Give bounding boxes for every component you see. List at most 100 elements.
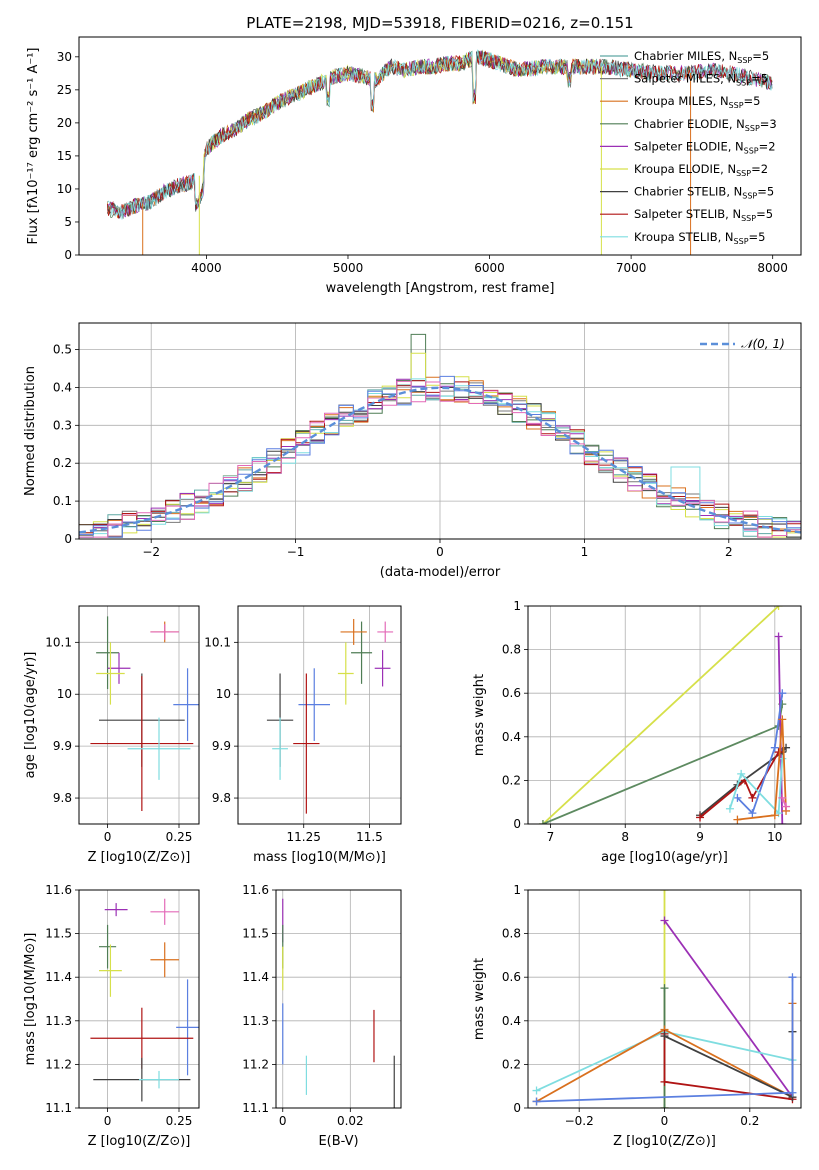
errorbar-point — [150, 624, 179, 640]
errorbar-point — [96, 616, 119, 690]
y-axis-label: mass weight — [472, 958, 487, 1040]
x-axis-label: Z [log10(Z/Z⊙)] — [88, 850, 191, 865]
x-tick-label: 7000 — [616, 261, 647, 275]
histogram-step — [79, 380, 801, 538]
y-tick-label: 0.8 — [502, 643, 521, 657]
axes-frame — [78, 322, 802, 540]
axes-frame — [527, 889, 802, 1109]
weight-marker — [778, 820, 787, 824]
errorbar-point — [150, 942, 179, 978]
legend-label: Kroupa STELIB, NSSP=5 — [634, 230, 765, 246]
y-axis-label: mass [log10(M/M⊙)] — [23, 933, 38, 1066]
x-tick-label: 0 — [661, 1114, 669, 1128]
errorbar-point — [293, 673, 320, 814]
y-tick-label: 10.1 — [45, 635, 72, 649]
y-tick-label: 10 — [216, 687, 231, 701]
y-tick-label: 11.3 — [45, 1014, 72, 1028]
errorbar-point — [139, 1070, 179, 1089]
errorbar-point — [173, 668, 199, 741]
errorbar-point — [340, 618, 367, 645]
x-tick-label: 4000 — [191, 261, 222, 275]
plot-area — [90, 898, 199, 1102]
legend-label: Kroupa MILES, NSSP=5 — [634, 94, 760, 110]
x-axis-label: Z [log10(Z/Z⊙)] — [88, 1134, 191, 1149]
weight-marker — [733, 793, 742, 802]
weight-marker — [660, 890, 669, 894]
x-tick-label: 7 — [547, 830, 555, 844]
y-tick-label: 11.2 — [45, 1057, 72, 1071]
x-tick-label: 11.25 — [287, 830, 321, 844]
weight-marker — [770, 811, 779, 820]
weight-line — [542, 606, 780, 824]
errorbar-point — [272, 717, 288, 780]
axes-frame — [275, 889, 402, 1109]
weight-marker — [532, 1097, 541, 1106]
y-tick-label: 0.4 — [53, 380, 72, 394]
weight-marker — [696, 813, 705, 822]
y-tick-label: 9.9 — [53, 739, 72, 753]
errorbar-point — [127, 717, 191, 780]
y-tick-label: 9.9 — [212, 739, 231, 753]
errorbar-point — [150, 898, 179, 925]
x-tick-label: 0.2 — [740, 1114, 759, 1128]
y-axis-label: Normed distribution — [23, 366, 38, 496]
y-tick-label: 0.3 — [53, 418, 72, 432]
x-tick-label: −2 — [142, 545, 160, 559]
panel-massweight-vs-age: 7 8 9 10 0 0.2 0.4 0.6 0.8 1 age [log10(age/yr)] ma… — [472, 599, 802, 865]
errorbar-point — [176, 979, 199, 1076]
legend-label: Kroupa ELODIE, NSSP=2 — [634, 162, 768, 178]
panel-age-vs-Z: 0 0.25 9.8 9.9 10 10.1 Z [log10(Z/Z⊙)] age [log… — [23, 605, 200, 865]
legend-label: Salpeter MILES, NSSP=5 — [634, 72, 768, 88]
weight-line — [729, 758, 784, 816]
x-tick-label: −1 — [287, 545, 305, 559]
panel-massweight-vs-Z: −0.2 0 0.2 0 0.2 0.4 0.6 0.8 1 Z [log10(Z/Z⊙)] mas… — [472, 883, 802, 1149]
weight-marker — [660, 916, 669, 925]
y-tick-label: 15 — [57, 149, 72, 163]
weight-line — [699, 751, 780, 819]
y-tick-label: 10.1 — [204, 635, 231, 649]
spectrum-line — [106, 50, 773, 219]
spectrum-line — [107, 49, 773, 220]
y-tick-label: 11.1 — [45, 1101, 72, 1115]
legend-label: Salpeter STELIB, NSSP=5 — [634, 207, 773, 223]
weight-marker — [538, 820, 547, 824]
y-tick-label: 0 — [64, 532, 72, 546]
y-tick-label: 30 — [57, 50, 72, 64]
plot-area — [266, 618, 394, 814]
plot-area — [106, 49, 773, 255]
x-tick-label: 0 — [104, 830, 112, 844]
weight-marker — [725, 804, 734, 813]
spectrum-line — [106, 50, 773, 219]
y-tick-label: 0.6 — [502, 686, 521, 700]
weight-marker — [778, 793, 787, 802]
y-tick-label: 0.4 — [502, 1014, 521, 1028]
y-tick-label: 0.2 — [53, 456, 72, 470]
panel-age-vs-mass: 11.25 11.5 9.8 9.9 10 10.1 mass [log10(M/M⊙)] — [204, 605, 402, 865]
errorbar-point — [96, 642, 125, 705]
y-axis-label: age [log10(age/yr)] — [23, 652, 38, 779]
x-tick-label: 9 — [696, 830, 704, 844]
legend-label: Chabrier STELIB, NSSP=5 — [634, 185, 774, 201]
axes-frame — [78, 36, 802, 256]
weight-marker — [660, 1077, 669, 1086]
x-tick-label: −0.2 — [565, 1114, 594, 1128]
weight-marker — [782, 802, 791, 811]
gaussian-reference — [79, 386, 801, 534]
weight-marker — [737, 769, 746, 778]
weight-marker — [788, 1088, 797, 1097]
x-tick-label: 0 — [436, 545, 444, 559]
axes-frame — [527, 605, 802, 825]
weight-marker — [774, 606, 783, 610]
panel-mass-vs-ebv: 0 0.02 11.1 11.2 11.3 11.4 11.5 11.6 E(B-V) — [242, 883, 402, 1149]
x-axis-label: E(B-V) — [318, 1134, 358, 1149]
axes-frame — [78, 605, 200, 825]
panel-mass-vs-Z: 0 0.25 11.1 11.2 11.3 11.4 11.5 11.6 Z [log10(Z/… — [23, 883, 200, 1149]
y-tick-label: 0.8 — [502, 927, 521, 941]
legend-label: Salpeter ELODIE, NSSP=2 — [634, 139, 776, 155]
errorbar-point — [298, 668, 331, 741]
y-tick-label: 1 — [513, 883, 521, 897]
plot-area — [282, 898, 395, 1108]
y-tick-label: 5 — [64, 215, 72, 229]
y-tick-label: 11.1 — [242, 1101, 269, 1115]
x-tick-label: 1 — [581, 545, 589, 559]
